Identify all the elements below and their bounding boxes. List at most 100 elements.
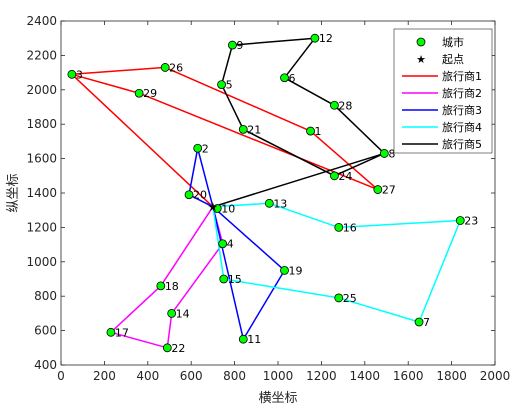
city-label-20: 20: [193, 189, 207, 202]
x-tick-label: 800: [223, 369, 246, 383]
city-label-13: 13: [273, 197, 287, 210]
legend-start-label: 起点: [442, 53, 464, 66]
city-label-9: 9: [236, 39, 243, 52]
city-point-7: [414, 317, 424, 327]
y-tick-label: 2200: [26, 48, 57, 62]
city-point-3: [67, 69, 77, 79]
city-point-13: [264, 198, 274, 208]
city-point-10: [212, 204, 222, 213]
y-tick-label: 400: [34, 358, 57, 372]
legend-start-marker: ★: [416, 53, 426, 66]
y-tick-label: 600: [34, 324, 57, 338]
city-labels-layer: 1234567891011121314151617181920212223242…: [76, 32, 478, 355]
legend: 城市 ★ 起点 旅行商1 旅行商2 旅行商3 旅行商4 旅行商5: [393, 28, 493, 154]
city-point-16: [334, 222, 344, 232]
y-axis-label: 纵坐标: [6, 173, 21, 212]
y-tick-label: 1400: [26, 186, 57, 200]
city-point-9: [228, 40, 237, 50]
city-label-24: 24: [338, 170, 352, 183]
city-label-16: 16: [343, 221, 357, 234]
city-label-3: 3: [76, 68, 83, 81]
city-label-2: 2: [202, 142, 209, 155]
y-tick-label: 800: [34, 289, 57, 303]
city-label-18: 18: [165, 280, 179, 293]
x-axis-ticks: 0 200 400 600 800 1000 1200 1400 1600 1800 2000: [57, 21, 510, 383]
legend-salesman2-label: 旅行商2: [442, 86, 482, 100]
y-tick-label: 1800: [26, 117, 57, 131]
x-tick-label: 600: [180, 369, 203, 383]
city-point-8: [379, 149, 389, 158]
city-point-21: [238, 124, 248, 134]
y-tick-label: 1200: [26, 220, 57, 234]
city-point-20: [184, 190, 194, 200]
x-tick-label: 400: [136, 369, 159, 383]
city-label-28: 28: [338, 99, 352, 112]
city-point-22: [162, 343, 172, 353]
city-label-1: 1: [315, 125, 322, 138]
city-label-25: 25: [343, 292, 357, 305]
legend-city-label: 城市: [442, 35, 464, 49]
city-label-21: 21: [247, 123, 261, 136]
x-tick-label: 200: [93, 369, 116, 383]
city-point-5: [217, 80, 226, 90]
y-tick-label: 1000: [26, 255, 57, 269]
city-label-29: 29: [143, 87, 157, 100]
city-label-8: 8: [388, 147, 395, 160]
city-label-11: 11: [247, 333, 261, 346]
city-point-12: [310, 33, 320, 43]
city-point-19: [280, 265, 289, 275]
city-label-15: 15: [228, 273, 242, 286]
y-tick-label: 2000: [26, 83, 57, 97]
city-point-29: [134, 88, 144, 98]
city-point-11: [238, 334, 248, 344]
city-label-10: 10: [221, 202, 235, 215]
legend-salesman4-label: 旅行商4: [442, 120, 482, 134]
city-label-4: 4: [227, 238, 234, 251]
city-point-18: [156, 281, 166, 291]
city-label-23: 23: [464, 215, 478, 228]
legend-salesman5-label: 旅行商5: [442, 137, 482, 151]
city-label-27: 27: [382, 184, 396, 197]
legend-salesman3-label: 旅行商3: [442, 103, 482, 117]
x-tick-label: 1600: [393, 369, 424, 383]
city-label-6: 6: [289, 72, 296, 85]
y-tick-label: 1600: [26, 152, 57, 166]
y-axis-ticks: 400 600 800 1000 1200 1400 1600 1800 2000 2200 240…: [26, 14, 495, 372]
start-marker-layer: ★: [208, 200, 219, 214]
city-label-26: 26: [169, 61, 183, 74]
city-point-26: [160, 63, 170, 72]
x-tick-label: 1000: [263, 369, 294, 383]
city-point-17: [106, 327, 116, 337]
route-salesman-4: [212, 202, 462, 323]
start-marker: ★: [208, 200, 219, 214]
city-label-12: 12: [319, 32, 333, 45]
city-point-25: [334, 293, 344, 303]
city-label-14: 14: [176, 307, 190, 320]
legend-city-marker: [416, 37, 426, 47]
city-point-24: [330, 171, 339, 181]
x-tick-label: 1800: [436, 369, 467, 383]
city-point-2: [193, 143, 203, 153]
city-label-7: 7: [423, 316, 430, 329]
route-salesman-5: [212, 37, 386, 208]
legend-box: [393, 28, 493, 154]
x-tick-label: 2000: [480, 369, 511, 383]
x-tick-label: 1400: [350, 369, 381, 383]
city-point-27: [373, 185, 383, 194]
cities-layer: [67, 33, 465, 353]
legend-salesman1-label: 旅行商1: [442, 69, 482, 83]
city-point-6: [280, 73, 289, 83]
y-tick-label: 2400: [26, 14, 57, 28]
x-tick-label: 0: [57, 369, 65, 383]
city-point-4: [218, 239, 228, 249]
city-label-5: 5: [226, 79, 233, 92]
city-point-23: [455, 216, 465, 225]
x-axis-label: 横坐标: [258, 391, 297, 406]
city-point-28: [330, 100, 339, 110]
city-point-15: [219, 274, 229, 284]
city-label-22: 22: [171, 342, 185, 355]
city-point-14: [167, 308, 177, 318]
city-point-1: [306, 126, 315, 136]
